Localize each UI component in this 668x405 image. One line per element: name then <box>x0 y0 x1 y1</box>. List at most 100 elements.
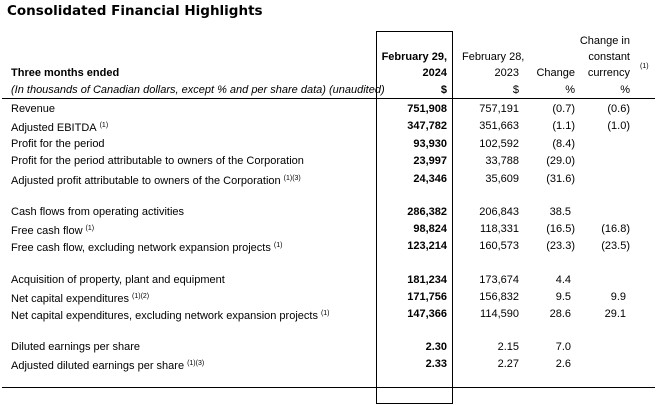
current-value: 98,824 <box>413 223 447 235</box>
ccy-change-value: (0.6) <box>607 103 630 115</box>
row-label: Cash flows from operating activities <box>11 205 184 219</box>
current-header-line2: 2024 <box>422 67 447 79</box>
row-label: Free cash flow, excluding network expans… <box>11 239 282 255</box>
current-value: 24,346 <box>413 173 447 185</box>
prior-value: 351,663 <box>479 120 519 132</box>
prior-header-line2: 2023 <box>494 67 519 79</box>
table-row: Profit for the period attributable to ow… <box>0 154 668 171</box>
row-label-text: Profit for the period attributable to ow… <box>11 155 304 167</box>
prior-header-line1: February 28, <box>462 51 525 63</box>
prior-value: 757,191 <box>479 103 519 115</box>
prior-value: 206,843 <box>479 206 519 218</box>
footnote-ref: (1) <box>99 122 109 129</box>
prior-value: 173,674 <box>479 274 519 286</box>
ccy-change-value: 9.9 <box>610 291 626 303</box>
row-label: Profit for the period <box>11 137 105 151</box>
current-value: 347,782 <box>407 120 447 132</box>
table-row: Adjusted profit attributable to owners o… <box>0 172 668 189</box>
table-bottom-divider <box>2 387 655 388</box>
table-row: Profit for the period 93,930 102,592 (8.4) <box>0 137 668 154</box>
row-label-text: Adjusted profit attributable to owners o… <box>11 175 281 187</box>
row-label-text: Free cash flow, excluding network expans… <box>11 242 271 254</box>
prior-value: 2.27 <box>497 358 519 370</box>
row-label: Adjusted profit attributable to owners o… <box>11 172 301 188</box>
change-value: (0.7) <box>552 103 575 115</box>
current-value: 2.30 <box>425 341 447 353</box>
table-row: Free cash flow (1) 98,824 118,331 (16.5) (16.… <box>0 222 668 239</box>
change-value: 7.0 <box>555 341 571 353</box>
change-value: (16.5) <box>546 223 575 235</box>
ccy-header-line3: currency <box>587 67 630 79</box>
prior-unit: $ <box>512 84 519 96</box>
change-value: 4.4 <box>555 274 571 286</box>
current-header-line1: February 29, <box>381 51 447 63</box>
row-label-text: Acquisition of property, plant and equip… <box>11 274 225 286</box>
table-row: Revenue 751,908 757,191 (0.7) (0.6) <box>0 102 668 119</box>
prior-value: 156,832 <box>479 291 519 303</box>
prior-value: 160,573 <box>479 240 519 252</box>
footnote-ref: (1)(2) <box>132 293 150 300</box>
current-value: 123,214 <box>407 240 447 252</box>
footnote-ref: (1) <box>273 242 283 249</box>
row-label: Diluted earnings per share <box>11 340 140 354</box>
footnote-ref: (1) <box>320 310 330 317</box>
current-value: 751,908 <box>407 103 447 115</box>
prior-value: 118,331 <box>480 223 519 235</box>
table-row: Diluted earnings per share 2.30 2.15 7.0 <box>0 340 668 357</box>
current-value: 181,234 <box>407 274 447 286</box>
table-row: Adjusted diluted earnings per share (1)(3… <box>0 357 668 374</box>
row-label: Profit for the period attributable to ow… <box>11 154 304 168</box>
change-unit: % <box>565 84 575 96</box>
ccy-change-value: (1.0) <box>607 120 630 132</box>
change-value: (31.6) <box>546 173 575 185</box>
ccy-header-footnote: (1) <box>640 63 649 70</box>
table-row: Adjusted EBITDA (1) 347,782 351,663 (1.1) (1.… <box>0 119 668 136</box>
row-label-text: Revenue <box>11 103 56 115</box>
current-value: 171,756 <box>407 291 447 303</box>
row-label-text: Cash flows from operating activities <box>11 206 185 218</box>
change-value: 9.5 <box>555 291 571 303</box>
table-row: Acquisition of property, plant and equip… <box>0 273 668 290</box>
row-label-text: Diluted earnings per share <box>11 341 141 353</box>
current-value: 286,382 <box>407 206 447 218</box>
row-label: Adjusted diluted earnings per share (1)(3… <box>11 357 204 373</box>
prior-value: 102,592 <box>479 138 519 150</box>
change-value: (29.0) <box>546 155 575 167</box>
change-value: 2.6 <box>555 358 571 370</box>
page-title: Consolidated Financial Highlights <box>7 3 263 19</box>
row-label-text: Adjusted diluted earnings per share <box>11 360 185 372</box>
table-row: Net capital expenditures, excluding netw… <box>0 307 668 324</box>
period-label: Three months ended <box>11 67 120 79</box>
change-value: (23.3) <box>546 240 575 252</box>
ccy-unit: % <box>620 84 630 96</box>
row-label: Net capital expenditures, excluding netw… <box>11 307 330 323</box>
ccy-change-value: (16.8) <box>601 223 630 235</box>
row-label-text: Free cash flow <box>11 225 83 237</box>
footnote-ref: (1)(3) <box>187 360 205 367</box>
table-row: Free cash flow, excluding network expans… <box>0 239 668 256</box>
row-label: Revenue <box>11 102 55 116</box>
prior-value: 33,788 <box>485 155 519 167</box>
footnote-ref: (1) <box>85 225 95 232</box>
row-label: Adjusted EBITDA (1) <box>11 119 108 135</box>
row-label-text: Adjusted EBITDA <box>11 122 97 134</box>
table-row: Cash flows from operating activities 286,… <box>0 205 668 222</box>
current-value: 2.33 <box>425 358 447 370</box>
current-period-highlight-box <box>376 31 453 404</box>
row-label: Net capital expenditures (1)(2) <box>11 290 149 306</box>
prior-value: 35,609 <box>485 173 519 185</box>
current-unit: $ <box>440 84 447 96</box>
row-label-text: Profit for the period <box>11 138 105 150</box>
row-label-text: Net capital expenditures, excluding netw… <box>11 310 318 322</box>
prior-value: 2.15 <box>497 341 519 353</box>
ccy-change-value: (23.5) <box>601 240 630 252</box>
change-value: (8.4) <box>552 138 575 150</box>
change-value: 28.6 <box>549 308 571 320</box>
ccy-change-value: 29.1 <box>604 308 626 320</box>
change-value: (1.1) <box>552 120 575 132</box>
row-label: Acquisition of property, plant and equip… <box>11 273 225 287</box>
row-label: Free cash flow (1) <box>11 222 94 238</box>
ccy-header-line1: Change in <box>579 35 630 47</box>
change-header: Change <box>536 67 575 79</box>
footnote-ref: (1)(3) <box>283 175 301 182</box>
